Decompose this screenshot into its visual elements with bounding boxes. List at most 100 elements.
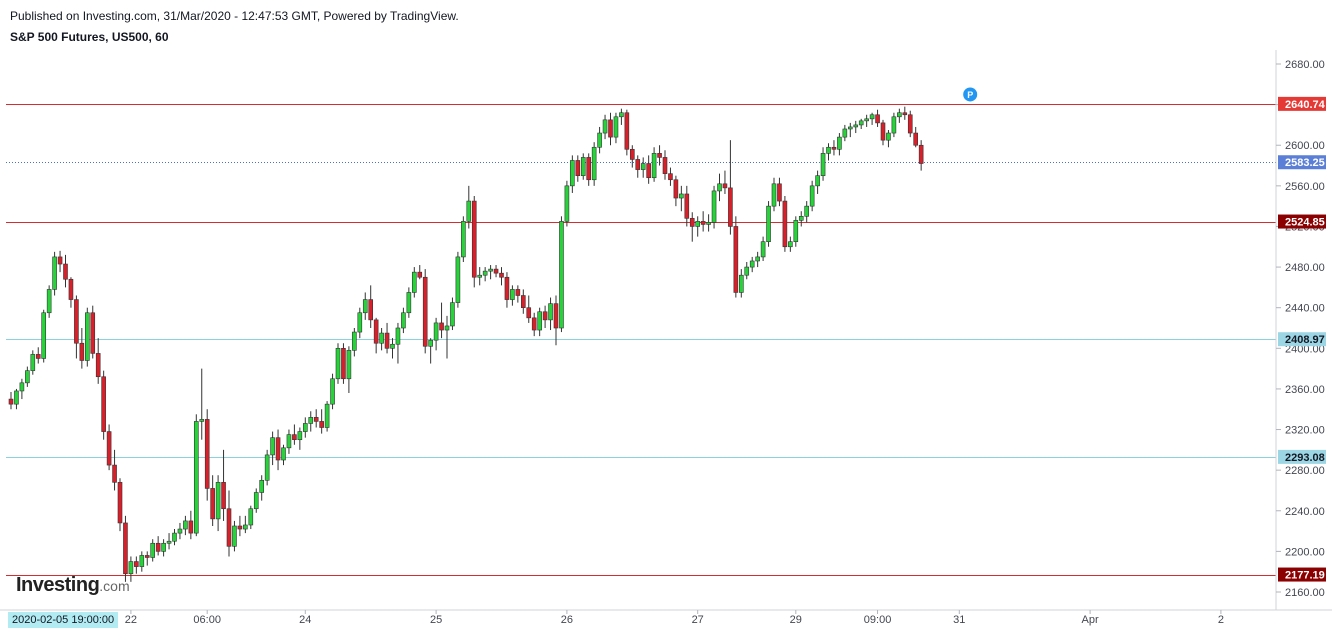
candle [858, 118, 864, 129]
x-tick-label: 26 [561, 614, 573, 626]
candle [635, 155, 641, 178]
level-tag-label: 2583.25 [1285, 157, 1325, 169]
candle [292, 424, 297, 445]
candle-body [46, 289, 52, 314]
candle [248, 505, 254, 530]
candle [613, 112, 619, 144]
candle [864, 114, 869, 127]
level-lines [6, 104, 1276, 576]
candle-body [499, 272, 504, 278]
candle-body [482, 270, 488, 276]
candle-body [531, 317, 537, 331]
candle-body [204, 419, 210, 489]
candle [226, 490, 232, 557]
candle [548, 297, 553, 331]
candle [395, 322, 401, 364]
candle-body [461, 221, 466, 258]
candle [897, 108, 902, 123]
candle-body [85, 312, 90, 361]
candle [668, 167, 673, 186]
level-tag-label: 2524.85 [1285, 217, 1325, 229]
x-axis-ticks: 22 06:00 24 25 26 27 29 09:00 31 Apr 2 [125, 610, 1224, 626]
x-tick-label: 31 [953, 614, 965, 626]
p-marker[interactable]: P [963, 87, 978, 102]
y-tick-label: 2160.00 [1285, 587, 1325, 599]
marker-circle[interactable] [963, 87, 978, 102]
candle-body [123, 522, 128, 575]
candle-body [335, 348, 341, 380]
candle [106, 424, 112, 471]
candle-body [150, 542, 155, 558]
candle-body [809, 185, 815, 207]
candle [232, 520, 237, 552]
candle-body [281, 447, 286, 461]
candle-body [826, 146, 831, 154]
candle [700, 211, 706, 232]
candle-body [19, 382, 25, 392]
candle [728, 140, 733, 235]
candle [886, 130, 891, 148]
candle [706, 214, 711, 232]
candle-body [728, 187, 733, 227]
candle-body [897, 112, 902, 118]
candle [793, 216, 799, 247]
candle-body [128, 561, 134, 575]
candle-body [275, 437, 281, 461]
x-tick-label: 2 [1218, 614, 1224, 626]
candle [875, 109, 880, 127]
candle-body [450, 302, 455, 327]
candle-body [41, 312, 47, 359]
candle-body [79, 342, 85, 361]
candle-body [689, 218, 695, 227]
level-tag: 2293.08 [1278, 449, 1326, 464]
candle-body [679, 193, 684, 199]
candle [482, 267, 488, 282]
candle-body [199, 419, 205, 422]
candle-body [651, 153, 657, 179]
candle-body [815, 175, 820, 187]
candle [804, 201, 810, 223]
candle-body [194, 421, 199, 534]
candle [918, 140, 924, 171]
published-note: Published on Investing.com, 31/Mar/2020 … [10, 9, 459, 23]
candle-body [858, 120, 864, 126]
candle [281, 444, 286, 466]
candle [264, 449, 270, 486]
candle-body [302, 423, 308, 432]
candle-body [346, 350, 352, 380]
candle [651, 147, 657, 182]
candle [444, 315, 450, 359]
candle [286, 429, 292, 454]
candle-body [368, 299, 374, 321]
candle-body [330, 378, 335, 405]
candle [869, 112, 875, 125]
candle-body [373, 319, 379, 344]
candle [204, 409, 210, 501]
candles [8, 106, 924, 582]
candle [679, 185, 684, 212]
candle-body [755, 256, 760, 262]
candle [777, 177, 782, 207]
candle-body [95, 353, 101, 378]
candle [341, 343, 346, 384]
candle [542, 305, 548, 328]
investing-logo: Investing.com [16, 574, 130, 596]
candle [95, 338, 101, 384]
level-tag-label: 2408.97 [1285, 334, 1325, 346]
x-tick-label: 06:00 [193, 614, 221, 626]
candle-body [646, 163, 651, 179]
x-tick-label: 27 [692, 614, 704, 626]
candle [14, 388, 19, 410]
candle [210, 475, 215, 526]
candle [112, 449, 117, 491]
candle-body [433, 322, 439, 341]
candle-body [782, 200, 788, 248]
candle-body [253, 492, 259, 510]
level-tag-label: 2293.08 [1285, 452, 1325, 464]
y-tick-label: 2600.00 [1285, 140, 1325, 152]
candle-body [134, 561, 139, 567]
candle [90, 305, 96, 359]
level-tag: 2408.97 [1278, 332, 1326, 347]
candle-body [635, 159, 641, 170]
